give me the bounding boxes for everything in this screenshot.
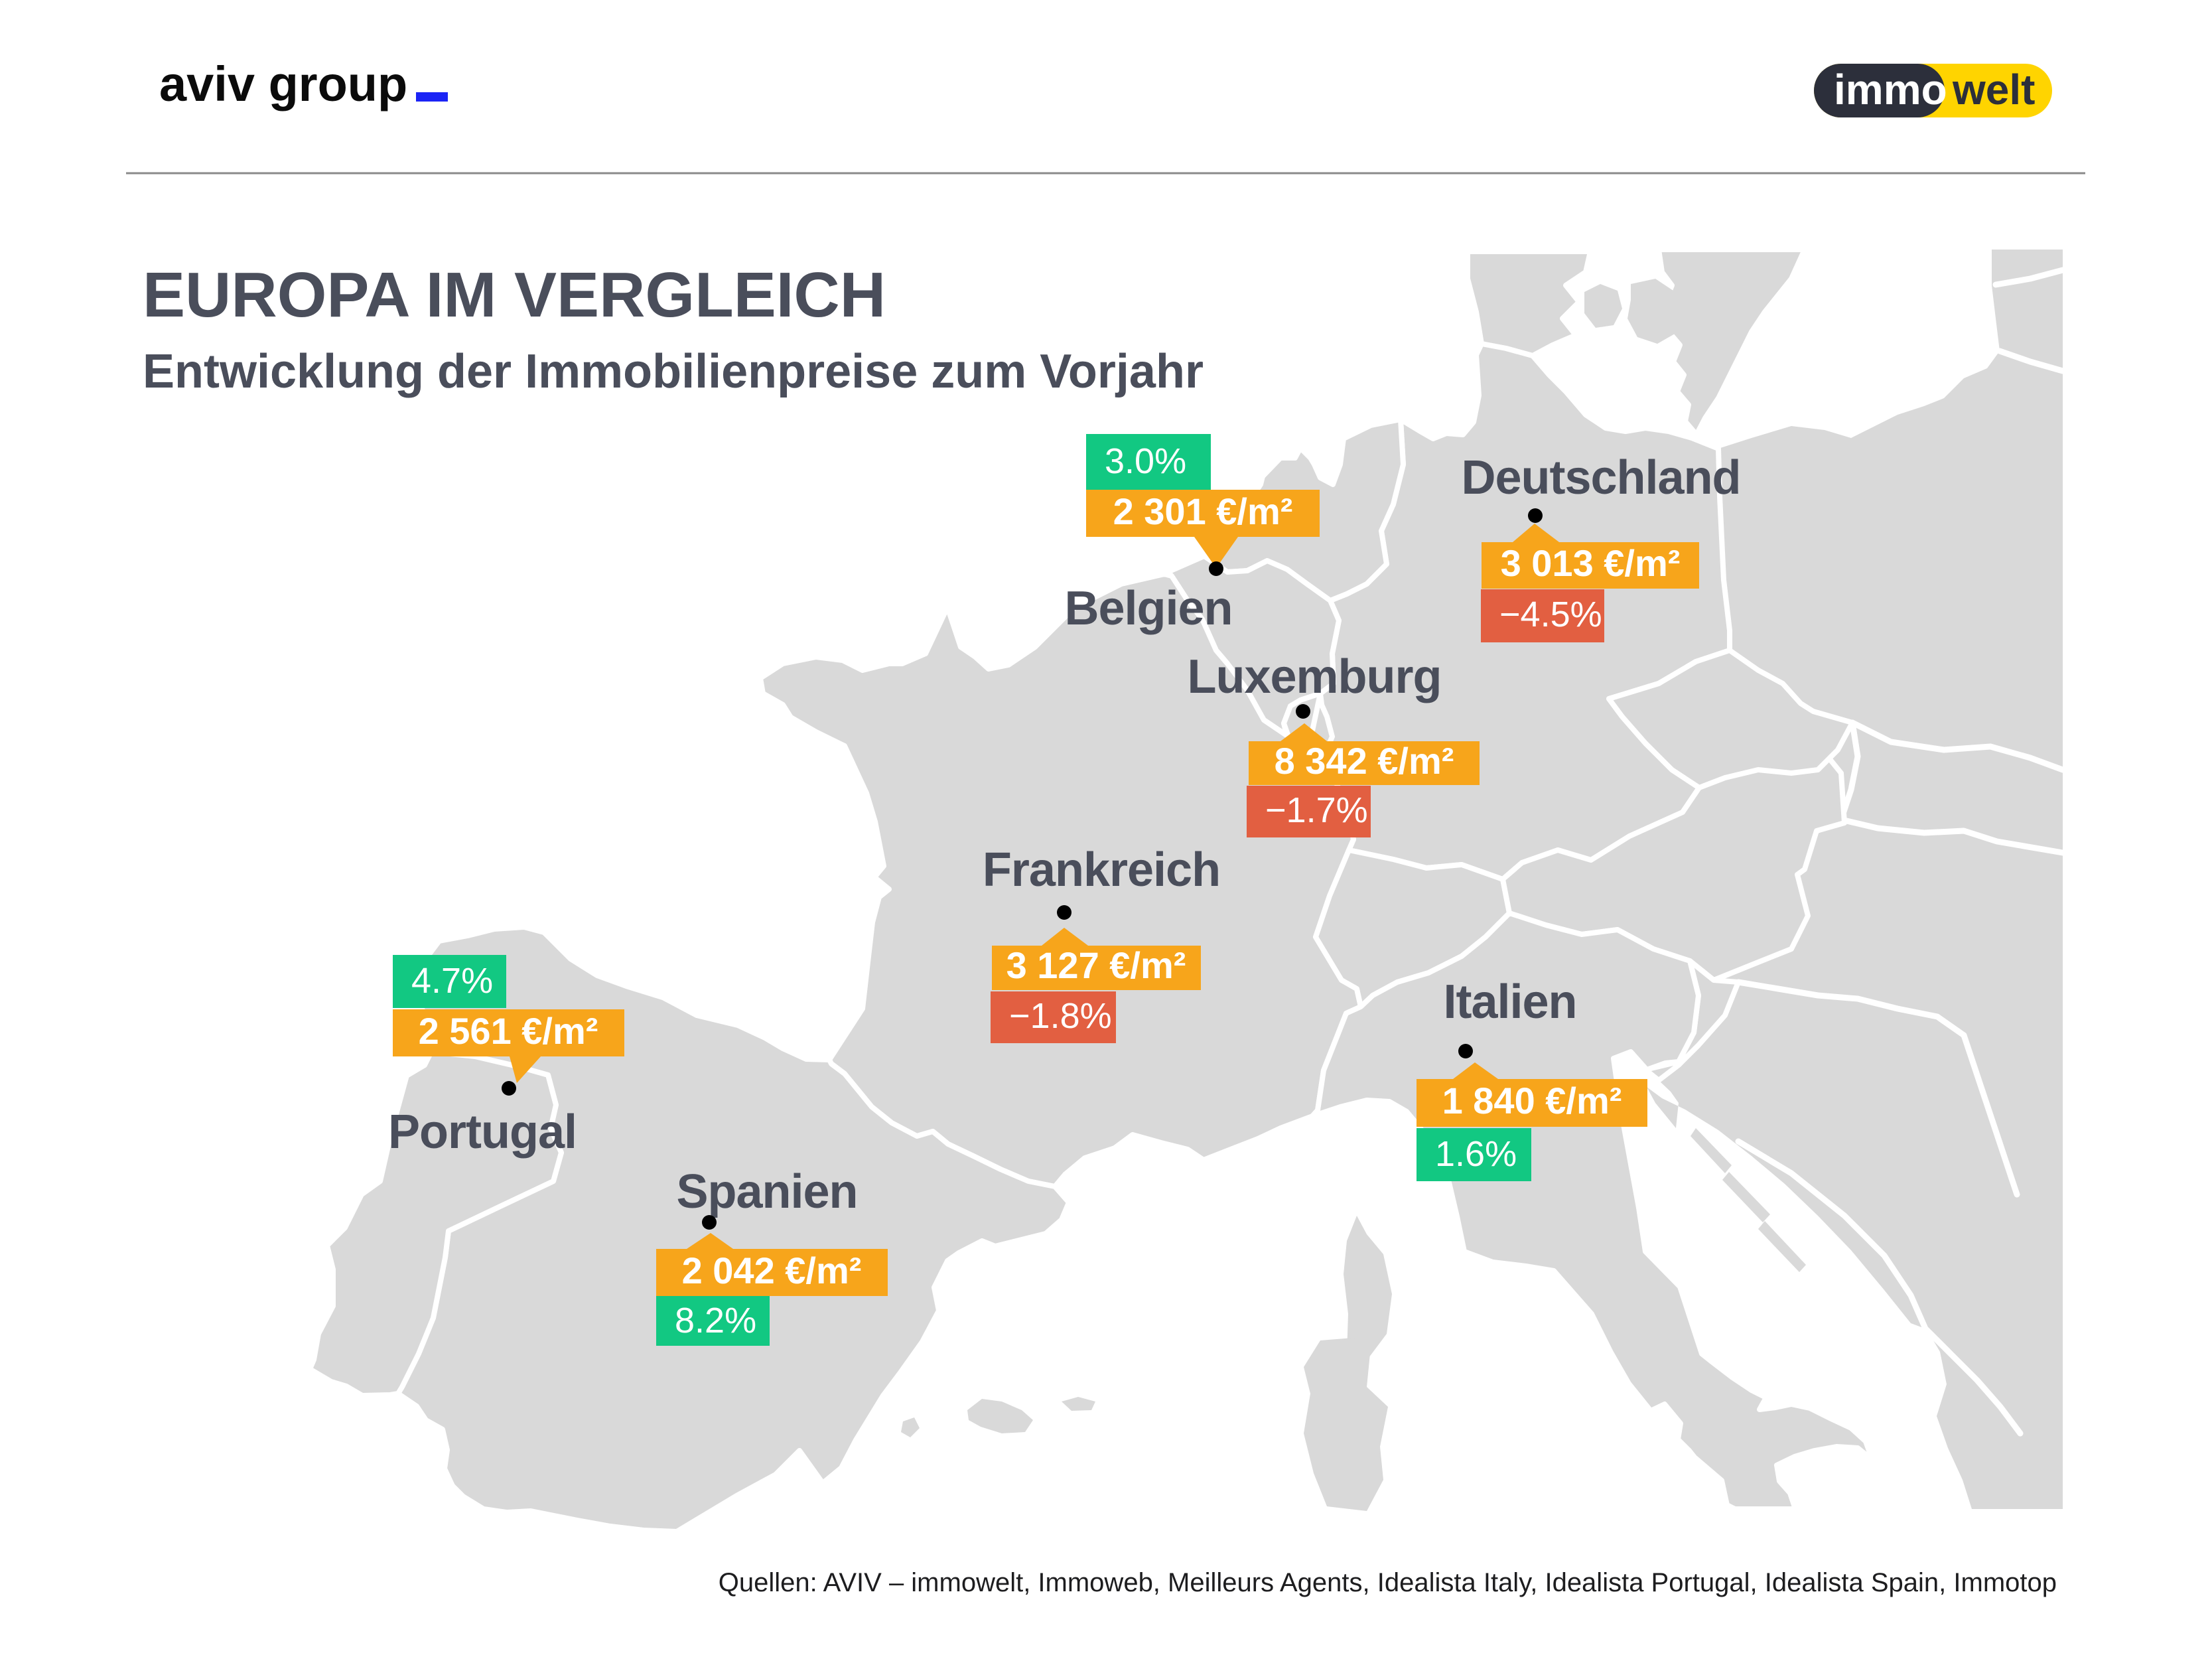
svg-text:1 840 €/m²: 1 840 €/m² — [1442, 1080, 1622, 1121]
svg-text:3 127 €/m²: 3 127 €/m² — [1006, 944, 1186, 986]
svg-text:2 301 €/m²: 2 301 €/m² — [1113, 490, 1293, 532]
svg-text:−4.5%: −4.5% — [1499, 595, 1602, 634]
svg-text:−1.8%: −1.8% — [1009, 996, 1112, 1036]
svg-text:Quellen: AVIV – immowelt, Immo: Quellen: AVIV – immowelt, Immoweb, Meill… — [719, 1568, 2057, 1597]
svg-text:3.0%: 3.0% — [1105, 441, 1186, 481]
svg-text:8 342 €/m²: 8 342 €/m² — [1275, 740, 1454, 782]
svg-text:EUROPA IM VERGLEICH: EUROPA IM VERGLEICH — [143, 259, 886, 330]
svg-text:Luxemburg: Luxemburg — [1187, 650, 1441, 703]
svg-text:Spanien: Spanien — [676, 1165, 857, 1218]
svg-text:Entwicklung der Immobilienprei: Entwicklung der Immobilienpreise zum Vor… — [143, 345, 1204, 398]
svg-text:2 042 €/m²: 2 042 €/m² — [682, 1250, 862, 1291]
svg-text:8.2%: 8.2% — [675, 1301, 756, 1340]
svg-text:Deutschland: Deutschland — [1461, 451, 1740, 504]
svg-text:1.6%: 1.6% — [1435, 1134, 1517, 1174]
svg-text:Italien: Italien — [1443, 975, 1576, 1029]
svg-text:2 561 €/m²: 2 561 €/m² — [419, 1010, 598, 1052]
svg-text:−1.7%: −1.7% — [1265, 790, 1368, 830]
svg-text:welt: welt — [1952, 66, 2035, 113]
svg-text:Portugal: Portugal — [388, 1106, 577, 1159]
svg-text:immo: immo — [1834, 66, 1947, 113]
svg-text:aviv group: aviv group — [159, 56, 407, 111]
svg-text:Belgien: Belgien — [1064, 582, 1232, 635]
svg-text:4.7%: 4.7% — [411, 961, 493, 1001]
svg-text:Frankreich: Frankreich — [983, 843, 1220, 897]
svg-text:3 013 €/m²: 3 013 €/m² — [1501, 542, 1681, 584]
